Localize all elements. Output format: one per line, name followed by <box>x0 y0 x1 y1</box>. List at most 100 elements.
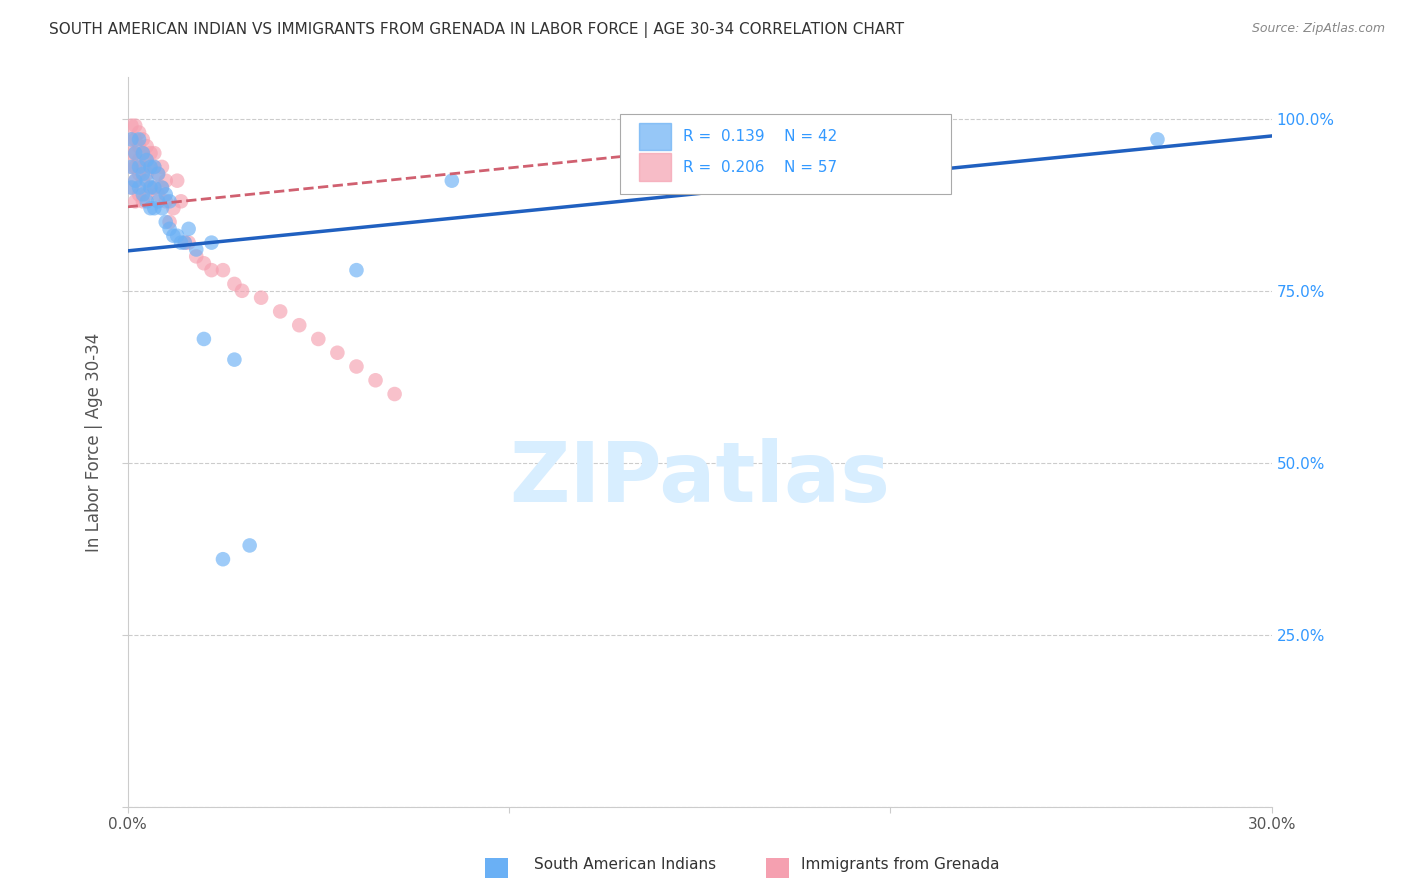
Point <box>124 174 146 188</box>
Point <box>143 201 166 215</box>
Point <box>120 180 142 194</box>
Point <box>128 167 150 181</box>
Point <box>139 146 162 161</box>
Point <box>143 146 166 161</box>
Point <box>139 160 162 174</box>
Point <box>132 187 155 202</box>
Text: Immigrants from Grenada: Immigrants from Grenada <box>801 857 1000 872</box>
Point <box>120 180 142 194</box>
Bar <box>640 153 671 181</box>
Bar <box>640 123 671 151</box>
Point <box>124 194 146 209</box>
Point <box>193 332 215 346</box>
Point <box>132 167 155 181</box>
Y-axis label: In Labor Force | Age 30-34: In Labor Force | Age 30-34 <box>86 333 103 552</box>
Point <box>162 228 184 243</box>
Point <box>143 160 166 174</box>
Point <box>200 263 222 277</box>
Point <box>166 174 188 188</box>
Point <box>139 160 162 174</box>
Point <box>146 167 169 181</box>
Point <box>128 153 150 167</box>
Point <box>124 146 146 161</box>
Point <box>128 160 150 174</box>
Point <box>146 187 169 202</box>
Point <box>135 153 157 167</box>
Point <box>162 201 184 215</box>
Point <box>186 243 208 257</box>
Point <box>346 359 368 374</box>
Point <box>124 119 146 133</box>
Point <box>120 160 142 174</box>
Text: SOUTH AMERICAN INDIAN VS IMMIGRANTS FROM GRENADA IN LABOR FORCE | AGE 30-34 CORR: SOUTH AMERICAN INDIAN VS IMMIGRANTS FROM… <box>49 22 904 38</box>
Point <box>440 174 463 188</box>
Point <box>173 235 195 250</box>
Point <box>269 304 291 318</box>
Point <box>143 180 166 194</box>
Point <box>120 132 142 146</box>
Point <box>155 194 177 209</box>
Point <box>139 180 162 194</box>
Point <box>150 180 173 194</box>
Point <box>384 387 406 401</box>
Point <box>212 552 235 566</box>
Point <box>120 146 142 161</box>
Point <box>135 187 157 202</box>
Point <box>1146 132 1168 146</box>
Point <box>326 345 349 359</box>
Point <box>143 160 166 174</box>
Text: ZIPatlas: ZIPatlas <box>509 438 890 519</box>
Point <box>224 277 246 291</box>
Point <box>224 352 246 367</box>
Point <box>135 167 157 181</box>
Point <box>159 194 181 209</box>
Point <box>364 373 387 387</box>
Point <box>124 132 146 146</box>
Point <box>250 291 273 305</box>
Point <box>120 160 142 174</box>
Point <box>186 249 208 263</box>
Point <box>120 132 142 146</box>
Point <box>212 263 235 277</box>
Point <box>155 174 177 188</box>
Point <box>173 235 195 250</box>
Point <box>239 538 262 552</box>
Point <box>150 160 173 174</box>
Point <box>135 194 157 209</box>
Point <box>135 174 157 188</box>
FancyBboxPatch shape <box>620 114 952 194</box>
Point <box>146 194 169 209</box>
Point <box>150 180 173 194</box>
Text: Source: ZipAtlas.com: Source: ZipAtlas.com <box>1251 22 1385 36</box>
Point <box>124 146 146 161</box>
Point <box>139 201 162 215</box>
Point <box>159 215 181 229</box>
Point <box>200 235 222 250</box>
Text: R =  0.139    N = 42: R = 0.139 N = 42 <box>682 129 837 144</box>
Point <box>124 174 146 188</box>
Text: South American Indians: South American Indians <box>534 857 717 872</box>
Point <box>135 153 157 167</box>
Point <box>120 119 142 133</box>
Point <box>159 222 181 236</box>
Point <box>150 201 173 215</box>
Point <box>132 132 155 146</box>
Point <box>155 215 177 229</box>
Point <box>128 126 150 140</box>
Point <box>135 139 157 153</box>
Point <box>307 332 329 346</box>
Point <box>128 187 150 202</box>
Point <box>128 180 150 194</box>
Point <box>128 132 150 146</box>
Point <box>132 146 155 161</box>
Point <box>231 284 253 298</box>
Point <box>193 256 215 270</box>
Point <box>288 318 311 333</box>
Point <box>124 160 146 174</box>
Point <box>132 146 155 161</box>
Point <box>346 263 368 277</box>
Point <box>177 235 200 250</box>
Point <box>166 228 188 243</box>
Point <box>139 180 162 194</box>
Point <box>155 187 177 202</box>
